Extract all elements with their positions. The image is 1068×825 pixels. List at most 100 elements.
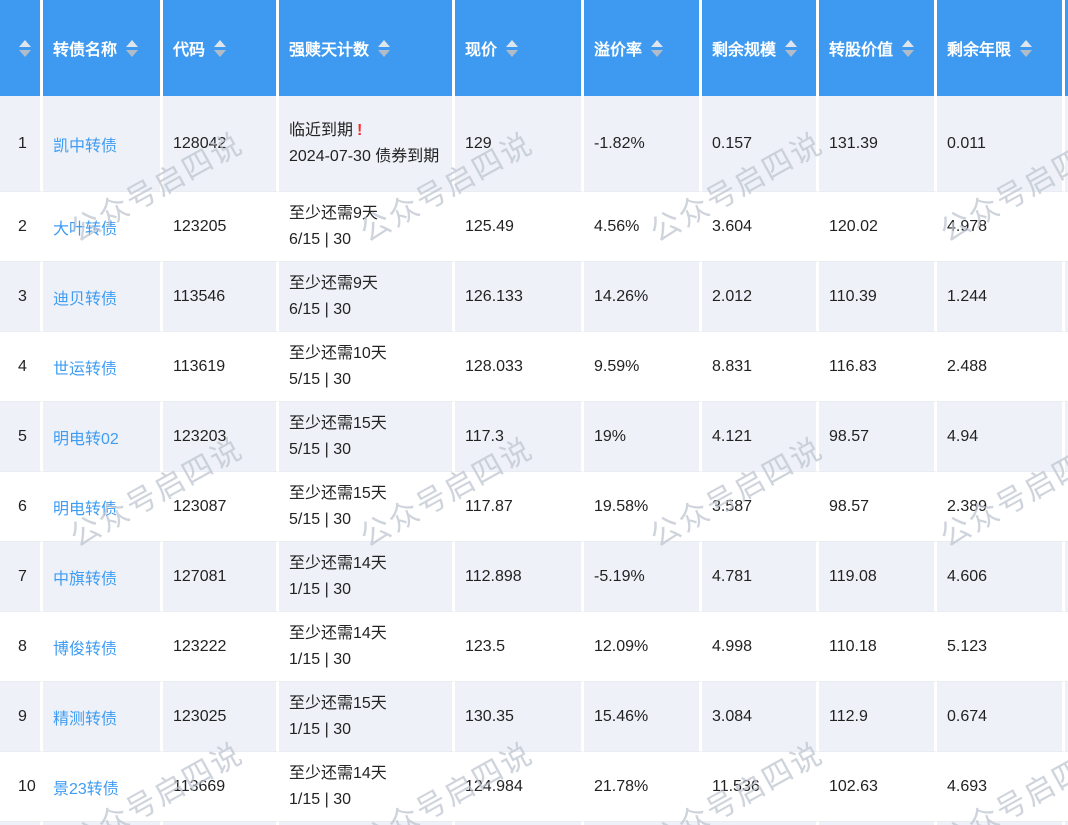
remaining-size-cell: 4.998	[702, 612, 819, 682]
premium-rate-cell: 12.09%	[584, 612, 702, 682]
bond-code-cell: 123025	[163, 682, 279, 752]
sort-ascending-icon	[1020, 39, 1033, 47]
row-index-cell: 4	[0, 332, 43, 402]
premium-rate: 9.59%	[594, 357, 640, 375]
conversion-value: 98.57	[829, 497, 870, 515]
redemption-line-2: 6/15 | 30	[289, 230, 351, 248]
remaining-years-cell: 4.978	[937, 192, 1065, 262]
bond-code: 123087	[173, 497, 227, 515]
redemption-line-1: 至少还需14天	[289, 761, 442, 787]
redemption-status: 至少还需15天	[289, 694, 387, 712]
remaining-size: 3.587	[712, 497, 753, 515]
table-row: 8 博俊转债 123222 至少还需14天 1/15 | 30 123.5 12…	[0, 612, 1068, 682]
column-header-premium[interactable]: 溢价率	[584, 0, 702, 96]
bond-name-cell: 明电转02	[43, 402, 163, 472]
current-price-cell: 130.35	[455, 682, 584, 752]
current-price-cell: 129	[455, 96, 584, 192]
conversion-value-cell: 119.08	[819, 542, 937, 612]
sort-carets[interactable]	[378, 39, 391, 57]
bond-code: 123205	[173, 217, 227, 235]
remaining-size: 8.831	[712, 357, 753, 375]
bond-name-link[interactable]: 博俊转债	[53, 640, 118, 658]
bond-name-link[interactable]: 凯中转债	[53, 137, 118, 155]
column-header-size[interactable]: 剩余规模	[702, 0, 819, 96]
clipped-cell	[1065, 96, 1068, 192]
current-price-cell: 123.5	[455, 612, 584, 682]
redemption-status: 至少还需9天	[289, 274, 378, 292]
bond-name-link[interactable]: 中旗转债	[53, 570, 118, 588]
redemption-line-1: 至少还需15天	[289, 691, 442, 717]
bond-name-cell: 景23转债	[43, 752, 163, 822]
redemption-line-2: 1/15 | 30	[289, 720, 351, 738]
bond-name-link[interactable]: 明电转债	[53, 500, 118, 518]
conversion-value-cell: 98.57	[819, 402, 937, 472]
sort-carets[interactable]	[126, 39, 139, 57]
sort-carets[interactable]	[19, 39, 31, 57]
redemption-count-cell: 至少还需14天 1/15 | 30	[279, 612, 455, 682]
premium-rate-cell: -5.19%	[584, 542, 702, 612]
column-header-label: 转股价值	[829, 42, 894, 59]
clipped-cell	[1065, 542, 1068, 612]
bond-name-link[interactable]: 明电转02	[53, 430, 119, 448]
sort-descending-icon	[19, 49, 31, 57]
redemption-line-2: 5/15 | 30	[289, 510, 351, 528]
sort-descending-icon	[785, 49, 798, 57]
redemption-line-1: 至少还需10天	[289, 341, 442, 367]
redemption-count-cell: 至少还需15天 5/15 | 30	[279, 402, 455, 472]
conversion-value: 120.02	[829, 217, 878, 235]
column-header-years[interactable]: 剩余年限	[937, 0, 1065, 96]
sort-carets[interactable]	[785, 39, 798, 57]
sort-carets[interactable]	[214, 39, 227, 57]
remaining-size-cell: 3.604	[702, 192, 819, 262]
redemption-status: 至少还需15天	[289, 484, 387, 502]
current-price-cell: 128.033	[455, 332, 584, 402]
column-header-conv[interactable]: 转股价值	[819, 0, 937, 96]
bond-name-cell: 博俊转债	[43, 612, 163, 682]
current-price: 128.033	[465, 357, 523, 375]
remaining-size: 0.157	[712, 134, 753, 152]
redemption-line-2: 1/15 | 30	[289, 790, 351, 808]
current-price: 123.5	[465, 637, 506, 655]
redemption-line-1: 至少还需9天	[289, 201, 442, 227]
sort-descending-icon	[214, 49, 227, 57]
conversion-value-cell: 110.39	[819, 262, 937, 332]
bond-name-link[interactable]: 大叶转债	[53, 220, 118, 238]
redemption-count-cell: 至少还需14天 1/15 | 30	[279, 752, 455, 822]
redemption-line-1: 至少还需15天	[289, 411, 442, 437]
conversion-value-cell: 98.57	[819, 472, 937, 542]
row-index-cell: 9	[0, 682, 43, 752]
remaining-size: 4.998	[712, 637, 753, 655]
redemption-line-2: 2024-07-30 债券到期	[289, 147, 440, 165]
premium-rate-cell: 21.78%	[584, 752, 702, 822]
bond-name-link[interactable]: 精测转债	[53, 710, 118, 728]
column-header-label: 转债名称	[53, 42, 118, 59]
bond-name-link[interactable]: 世运转债	[53, 360, 118, 378]
bond-code: 113669	[173, 777, 226, 795]
sort-carets[interactable]	[902, 39, 915, 57]
bond-name-link[interactable]: 景23转债	[53, 780, 119, 798]
sort-carets[interactable]	[651, 39, 664, 57]
remaining-size-cell: 11.536	[702, 752, 819, 822]
column-header-label: 代码	[173, 42, 206, 59]
sort-ascending-icon	[19, 39, 31, 47]
redemption-line-2: 6/15 | 30	[289, 300, 351, 318]
conversion-value: 119.08	[829, 567, 877, 585]
remaining-size-cell: 3.587	[702, 472, 819, 542]
remaining-years: 0.674	[947, 707, 988, 725]
premium-rate-cell: 9.59%	[584, 332, 702, 402]
redemption-line-2: 5/15 | 30	[289, 370, 351, 388]
bond-name-link[interactable]: 迪贝转债	[53, 290, 118, 308]
remaining-years: 2.488	[947, 357, 988, 375]
row-index: 4	[18, 357, 27, 375]
current-price: 117.3	[465, 427, 504, 445]
remaining-size: 11.536	[712, 777, 760, 795]
sort-carets[interactable]	[1020, 39, 1033, 57]
sort-ascending-icon	[378, 39, 391, 47]
column-header-redemption[interactable]: 强赎天计数	[279, 0, 455, 96]
sort-carets[interactable]	[506, 39, 519, 57]
column-header-price[interactable]: 现价	[455, 0, 584, 96]
redemption-status: 至少还需10天	[289, 344, 387, 362]
remaining-size-cell: 8.831	[702, 332, 819, 402]
bond-code-cell: 123203	[163, 402, 279, 472]
row-index: 9	[18, 707, 27, 725]
